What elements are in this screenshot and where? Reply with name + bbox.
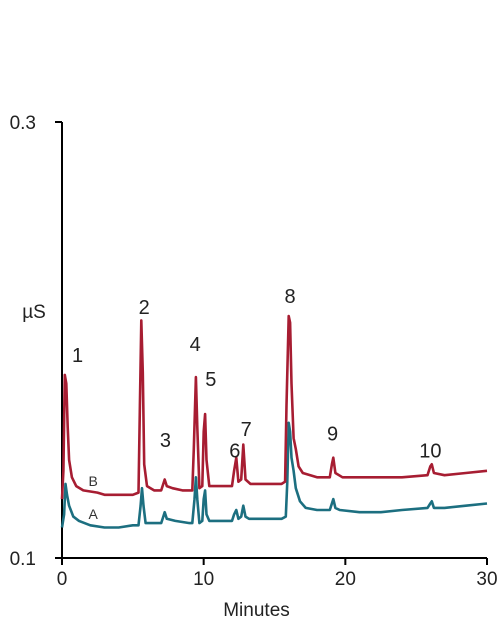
peak-label: 4 bbox=[190, 334, 201, 356]
series-line-b bbox=[60, 314, 488, 500]
x-tick-label: 10 bbox=[193, 569, 214, 590]
peak-label: 10 bbox=[419, 441, 441, 463]
x-axis-title: Minutes bbox=[223, 600, 290, 621]
series-layer bbox=[60, 314, 488, 529]
peak-label: 1 bbox=[72, 345, 83, 367]
peak-label: 9 bbox=[327, 423, 338, 445]
peak-label: 7 bbox=[241, 419, 252, 441]
x-tick-label: 30 bbox=[476, 569, 497, 590]
y-tick-label: 0.1 bbox=[10, 549, 36, 570]
y-tick-label: 0.3 bbox=[10, 113, 36, 134]
x-tick-label: 0 bbox=[57, 569, 68, 590]
x-tick-label: 20 bbox=[335, 569, 356, 590]
peak-label: 3 bbox=[160, 430, 171, 452]
peak-label: 5 bbox=[205, 369, 216, 391]
axis-ticks: 0 10 20 30 0.1 0.3 bbox=[10, 113, 498, 590]
peak-label: 8 bbox=[285, 286, 296, 308]
axes bbox=[61, 122, 487, 559]
series-line-a bbox=[60, 421, 488, 529]
peak-label: 2 bbox=[139, 297, 150, 319]
y-axis-title: µS bbox=[22, 302, 46, 323]
peak-label: 6 bbox=[229, 441, 240, 463]
trace-label: B bbox=[88, 473, 97, 489]
trace-label: A bbox=[88, 506, 98, 522]
